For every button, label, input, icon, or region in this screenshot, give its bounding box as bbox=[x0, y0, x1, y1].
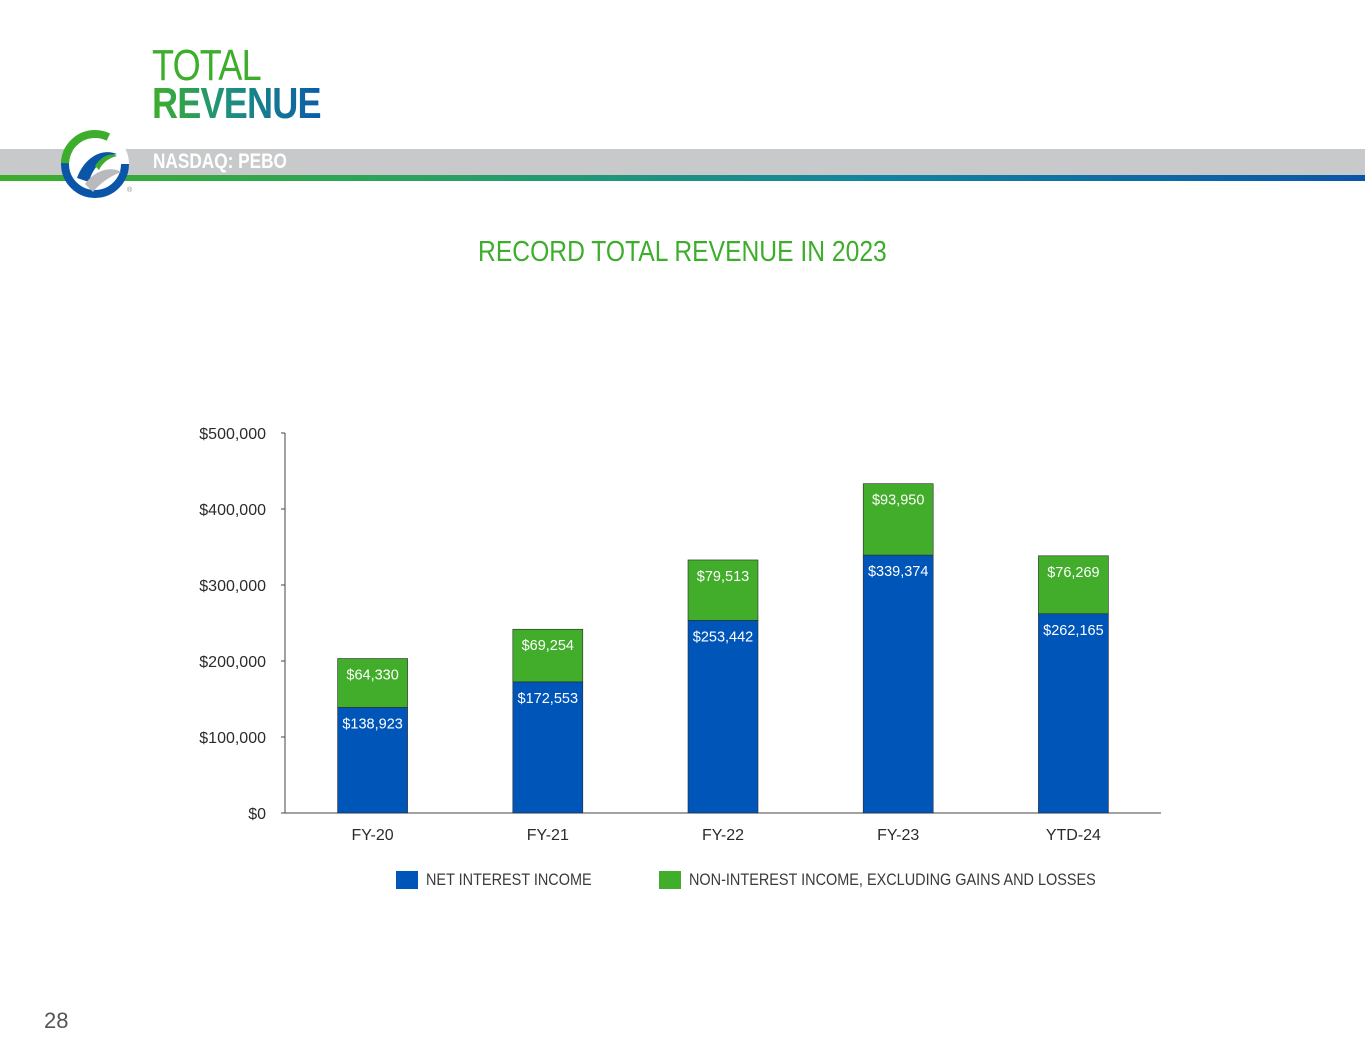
slide-title: TOTAL REVENUE bbox=[152, 44, 358, 126]
legend-swatch-net-interest bbox=[396, 871, 418, 889]
data-label-non-interest: $76,269 bbox=[1047, 565, 1099, 581]
svg-text:®: ® bbox=[127, 186, 133, 194]
x-tick-label: FY-20 bbox=[352, 827, 394, 844]
bar-net-interest bbox=[862, 554, 934, 814]
bar-non-interest bbox=[337, 658, 408, 708]
data-label-non-interest: $93,950 bbox=[872, 493, 924, 509]
chart-title: RECORD TOTAL REVENUE IN 2023 bbox=[478, 236, 887, 268]
x-tick-label: YTD-24 bbox=[1046, 827, 1101, 844]
chart-legend: NET INTEREST INCOME NON-INTEREST INCOME,… bbox=[396, 870, 1202, 890]
bar-net-interest bbox=[1038, 613, 1109, 814]
legend-item-non-interest: NON-INTEREST INCOME, EXCLUDING GAINS AND… bbox=[658, 870, 1168, 890]
legend-label-net-interest: NET INTEREST INCOME bbox=[426, 870, 592, 889]
page-number: 28 bbox=[44, 1008, 69, 1033]
bar-net-interest bbox=[337, 707, 408, 814]
bar-net-interest bbox=[512, 681, 584, 814]
data-label-net-interest: $339,374 bbox=[868, 564, 928, 580]
header-stripe bbox=[0, 175, 1365, 181]
data-label-net-interest: $253,442 bbox=[693, 629, 753, 645]
x-tick-label: FY-22 bbox=[702, 827, 744, 844]
title-line-revenue: REVENUE bbox=[152, 79, 322, 128]
legend-label-non-interest: NON-INTEREST INCOME, EXCLUDING GAINS AND… bbox=[688, 870, 1096, 889]
ticker-label: NASDAQ: PEBO bbox=[153, 150, 287, 173]
company-logo-icon: ® bbox=[61, 130, 133, 198]
bar-non-interest bbox=[512, 628, 584, 683]
legend-swatch-non-interest bbox=[658, 871, 681, 889]
y-tick-label: $300,000 bbox=[199, 578, 266, 595]
bar-non-interest bbox=[687, 559, 759, 621]
data-label-net-interest: $172,553 bbox=[518, 691, 578, 707]
bar-non-interest bbox=[1038, 555, 1109, 615]
x-tick-label: FY-23 bbox=[877, 827, 919, 844]
bar-net-interest bbox=[687, 620, 759, 814]
legend-item-net-interest: NET INTEREST INCOME bbox=[396, 870, 621, 890]
header-banner bbox=[0, 149, 1365, 175]
data-label-non-interest: $64,330 bbox=[346, 668, 398, 684]
y-tick-label: $500,000 bbox=[199, 426, 266, 443]
title-line-total: TOTAL bbox=[152, 41, 262, 90]
data-label-non-interest: $79,513 bbox=[697, 569, 749, 585]
data-label-net-interest: $262,165 bbox=[1043, 623, 1103, 639]
y-tick-label: $200,000 bbox=[199, 654, 266, 671]
bar-non-interest bbox=[862, 483, 934, 556]
y-tick-label: $400,000 bbox=[199, 502, 266, 519]
data-label-net-interest: $138,923 bbox=[342, 716, 402, 732]
x-tick-label: FY-21 bbox=[527, 827, 569, 844]
data-label-non-interest: $69,254 bbox=[522, 638, 574, 654]
y-tick-label: $100,000 bbox=[199, 730, 266, 747]
y-tick-label: $0 bbox=[248, 806, 266, 823]
